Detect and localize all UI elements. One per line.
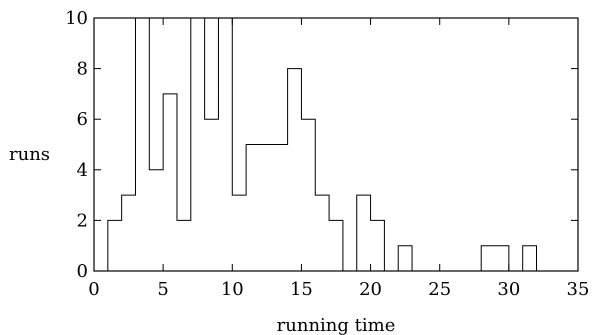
y-tick-label: 10 [65,8,88,29]
x-tick-label: 10 [221,279,244,300]
x-tick-label: 0 [88,279,99,300]
histogram-outline [94,17,551,272]
x-tick-label: 5 [157,279,168,300]
y-axis-label: runs [9,144,50,165]
axis-ticks [93,17,579,272]
plot-frame [93,17,579,272]
x-tick-label: 25 [428,279,451,300]
x-axis-label: running time [277,315,396,335]
x-tick-label: 30 [497,279,520,300]
y-tick-label: 2 [77,210,88,231]
tick-labels: 0 5 10 15 20 25 30 35 0 2 4 6 8 10 [65,8,589,300]
y-tick-label: 0 [77,261,88,282]
y-tick-label: 8 [77,59,88,80]
x-tick-label: 35 [567,279,590,300]
x-tick-label: 15 [290,279,313,300]
x-tick-label: 20 [359,279,382,300]
y-tick-label: 6 [77,109,88,130]
y-tick-label: 4 [77,160,88,181]
